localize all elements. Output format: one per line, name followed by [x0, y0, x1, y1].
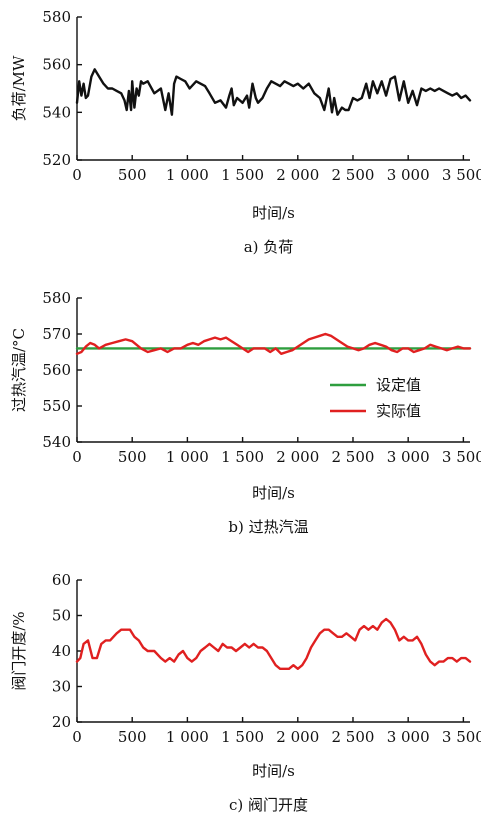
series-line-0 — [75, 68, 472, 116]
y-axis-label: 过热汽温/°C — [10, 328, 28, 412]
x-tick-label: 1 000 — [166, 166, 209, 184]
x-tick-label: 3 000 — [387, 728, 430, 746]
x-tick-label: 2 500 — [332, 728, 375, 746]
chart-caption: a) 负荷 — [244, 238, 294, 256]
x-tick-label: 1 000 — [166, 728, 209, 746]
y-tick-label: 30 — [52, 678, 71, 696]
x-tick-label: 0 — [72, 728, 82, 746]
chart-panel-1: 0 500 1 000 1 500 2 000 2 500 3 000 3 500 540 550… — [10, 289, 481, 536]
y-tick-label: 580 — [42, 289, 71, 307]
y-tick-label: 560 — [42, 361, 71, 379]
y-tick-label: 540 — [42, 433, 71, 451]
y-tick-label: 560 — [42, 56, 71, 74]
series-line-0 — [75, 617, 472, 670]
x-tick-label: 3 500 — [442, 728, 481, 746]
y-tick-label: 40 — [52, 642, 71, 660]
x-axis-label: 时间/s — [252, 484, 295, 502]
x-tick-label: 1 000 — [166, 448, 209, 466]
x-tick-label: 3 000 — [387, 448, 430, 466]
y-tick-label: 20 — [52, 713, 71, 731]
chart-caption: b) 过热汽温 — [228, 518, 308, 536]
y-axis-label: 负荷/MW — [10, 55, 28, 121]
x-tick-label: 0 — [72, 166, 82, 184]
x-tick-label: 3 000 — [387, 166, 430, 184]
x-tick-label: 1 500 — [221, 728, 264, 746]
legend-label-1: 实际值 — [376, 402, 421, 420]
y-tick-label: 50 — [52, 607, 71, 625]
x-tick-label: 500 — [118, 166, 147, 184]
x-tick-label: 1 500 — [221, 448, 264, 466]
y-tick-label: 570 — [42, 325, 71, 343]
y-tick-label: 540 — [42, 103, 71, 121]
y-tick-label: 580 — [42, 8, 71, 26]
x-tick-label: 0 — [72, 448, 82, 466]
x-tick-label: 1 500 — [221, 166, 264, 184]
x-axis-label: 时间/s — [252, 204, 295, 222]
chart-caption: c) 阀门开度 — [229, 796, 308, 814]
chart-panel-2: 0 500 1 000 1 500 2 000 2 500 3 000 3 500 20 30 40… — [10, 571, 481, 814]
series-line-1 — [75, 332, 472, 355]
x-tick-label: 2 000 — [276, 728, 319, 746]
chart-panel-0: 0 500 1 000 1 500 2 000 2 500 3 000 3 500 520 540… — [10, 8, 481, 256]
x-tick-label: 500 — [118, 728, 147, 746]
y-tick-label: 520 — [42, 151, 71, 169]
y-tick-label: 60 — [52, 571, 71, 589]
x-tick-label: 3 500 — [442, 448, 481, 466]
x-tick-label: 2 500 — [332, 448, 375, 466]
y-tick-label: 550 — [42, 397, 71, 415]
x-tick-label: 2 000 — [276, 166, 319, 184]
x-axis-label: 时间/s — [252, 762, 295, 780]
y-axis-label: 阀门开度/% — [10, 611, 28, 690]
x-tick-label: 2 000 — [276, 448, 319, 466]
x-tick-label: 2 500 — [332, 166, 375, 184]
x-tick-label: 3 500 — [442, 166, 481, 184]
legend-label-0: 设定值 — [376, 376, 421, 394]
x-tick-label: 500 — [118, 448, 147, 466]
